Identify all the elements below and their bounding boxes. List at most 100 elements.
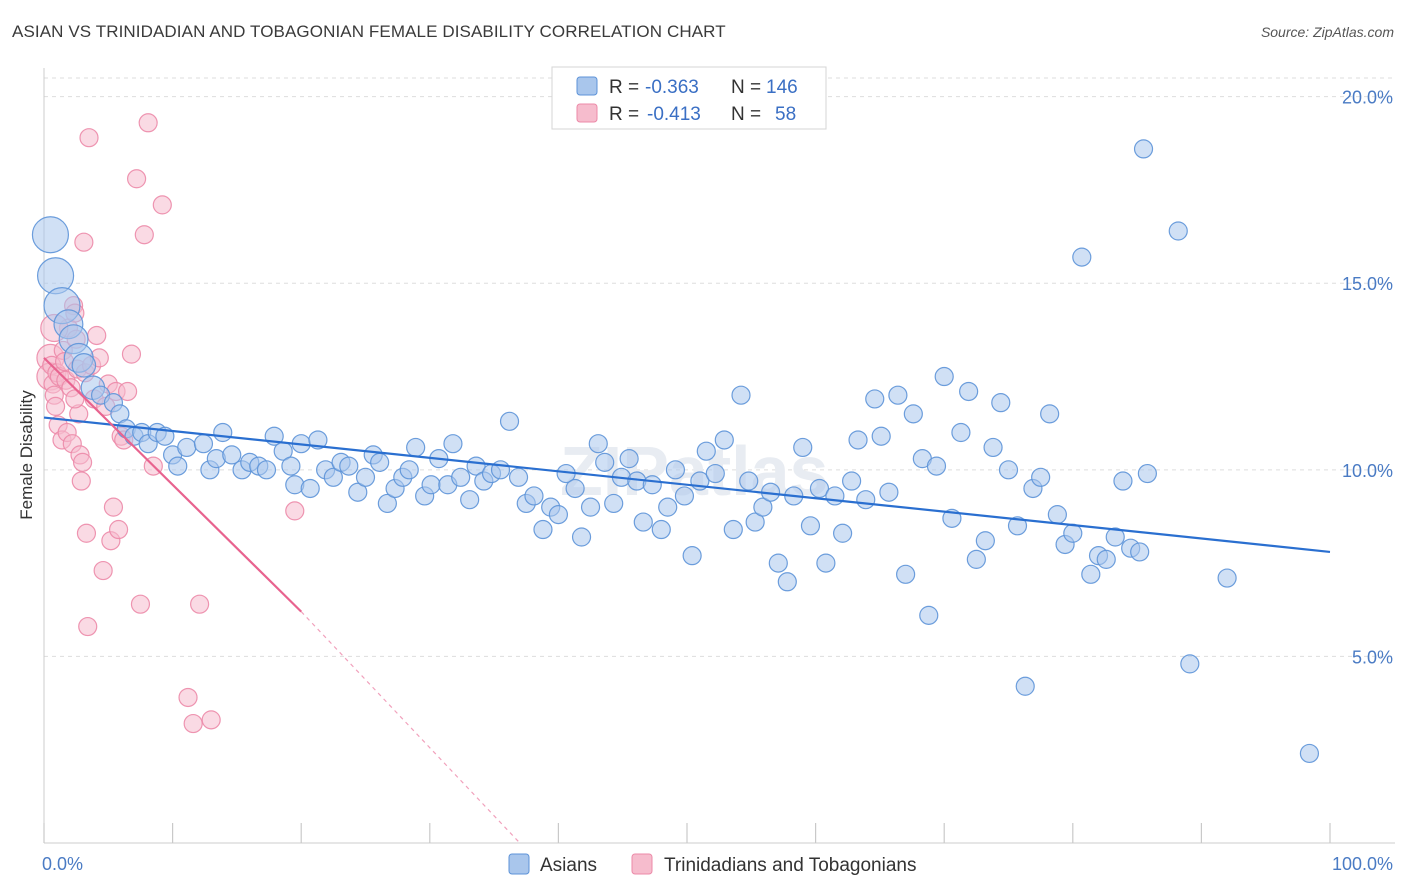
asian-point xyxy=(71,353,97,378)
asian-points xyxy=(31,139,1320,764)
trinidadian-points xyxy=(36,113,305,734)
asian-point xyxy=(998,460,1019,480)
asian-point xyxy=(548,505,569,525)
y-tick-label: 20.0% xyxy=(1342,88,1393,108)
asian-point xyxy=(1137,463,1157,484)
legend-r-label-trini: R = xyxy=(609,104,639,125)
asian-point xyxy=(168,456,188,476)
asian-point xyxy=(1047,505,1067,525)
asian-point xyxy=(871,426,891,446)
asian-point xyxy=(524,486,544,506)
bottom-legend-label-trini: Trinidadians and Tobagonians xyxy=(664,855,916,876)
axes xyxy=(43,68,1395,844)
asian-point xyxy=(1130,542,1150,562)
trini-point xyxy=(72,452,93,472)
asian-point xyxy=(1299,743,1320,764)
asian-point xyxy=(1081,564,1101,584)
asian-point xyxy=(213,422,233,443)
asian-point xyxy=(580,497,601,517)
asian-point xyxy=(739,471,759,491)
asian-point xyxy=(991,393,1011,413)
asian-point xyxy=(682,546,702,566)
asian-point xyxy=(865,389,885,409)
asian-point xyxy=(642,475,662,495)
asian-point xyxy=(177,437,197,458)
trini-point xyxy=(126,169,147,189)
asian-point xyxy=(460,490,480,510)
asian-point xyxy=(281,456,301,476)
asian-point xyxy=(816,553,836,573)
asian-point xyxy=(451,467,471,487)
asian-point xyxy=(339,456,359,476)
trini-point xyxy=(78,616,98,637)
trini-point xyxy=(87,325,107,346)
trini-point xyxy=(201,710,221,730)
asian-point xyxy=(753,497,773,517)
y-tick-label: 5.0% xyxy=(1352,647,1393,667)
legend-n-label-asian: N = xyxy=(731,77,761,98)
asian-point xyxy=(443,434,463,454)
asian-point xyxy=(565,478,585,499)
asian-point xyxy=(896,564,916,584)
bottom-legend: Asians Trinidadians and Tobagonians xyxy=(508,853,916,876)
asian-point xyxy=(256,460,277,480)
legend-n-value-trini: 58 xyxy=(775,104,796,125)
bottom-legend-swatch-trini xyxy=(631,853,653,875)
asian-point xyxy=(1063,523,1083,543)
trini-point xyxy=(117,381,138,402)
asian-point xyxy=(983,437,1003,458)
asian-point xyxy=(633,512,653,532)
trini-point xyxy=(79,128,99,148)
asian-point xyxy=(696,441,716,461)
legend-n-value-asian: 146 xyxy=(766,77,798,98)
x-ticks xyxy=(43,823,1331,843)
trini-point xyxy=(130,594,151,614)
asian-point xyxy=(723,519,743,540)
asian-point xyxy=(588,434,608,454)
asian-point xyxy=(300,478,320,499)
asian-point xyxy=(934,366,954,387)
asian-point xyxy=(1007,516,1028,536)
asian-point xyxy=(421,475,441,495)
asian-point xyxy=(308,430,328,450)
chart-title: ASIAN VS TRINIDADIAN AND TOBAGONIAN FEMA… xyxy=(12,22,726,41)
asian-point xyxy=(1180,654,1200,674)
asian-point xyxy=(1133,139,1154,159)
asian-point xyxy=(1072,247,1092,267)
legend-r-value-trini: -0.413 xyxy=(647,104,701,125)
trini-point xyxy=(71,471,91,491)
asian-point xyxy=(193,434,214,454)
asian-point xyxy=(595,452,615,472)
trini-point xyxy=(285,501,305,521)
asian-point xyxy=(1113,471,1133,491)
asian-point xyxy=(323,467,343,487)
asian-point xyxy=(1105,527,1125,547)
trini-point xyxy=(108,519,129,540)
x-tick-label-max: 100.0% xyxy=(1332,854,1393,874)
stats-legend: R = -0.363 N = 146 R = -0.413 N = 58 xyxy=(551,66,827,130)
y-axis-title: Female Disability xyxy=(17,390,36,520)
asian-point xyxy=(731,385,751,405)
source-credit: Source: ZipAtlas.com xyxy=(1260,24,1394,40)
trini-point xyxy=(65,389,85,409)
asian-point xyxy=(1217,568,1237,588)
asian-point xyxy=(919,605,939,625)
asian-point xyxy=(31,216,70,254)
asian-point xyxy=(926,456,947,476)
trini-point xyxy=(121,344,142,364)
asian-point xyxy=(705,463,725,484)
asian-point xyxy=(533,519,553,540)
asian-point xyxy=(1031,467,1051,487)
asian-point xyxy=(714,430,734,450)
trini-point xyxy=(152,195,172,215)
trini-point xyxy=(138,113,158,133)
asian-point xyxy=(951,422,971,443)
legend-r-value-asian: -0.363 xyxy=(645,77,699,98)
asian-point xyxy=(377,493,397,514)
asian-point xyxy=(399,460,419,480)
asian-point xyxy=(406,437,426,458)
asian-point xyxy=(959,381,979,402)
asian-point xyxy=(1015,676,1035,696)
trini-point xyxy=(178,687,198,708)
bottom-legend-swatch-asian xyxy=(508,853,530,875)
